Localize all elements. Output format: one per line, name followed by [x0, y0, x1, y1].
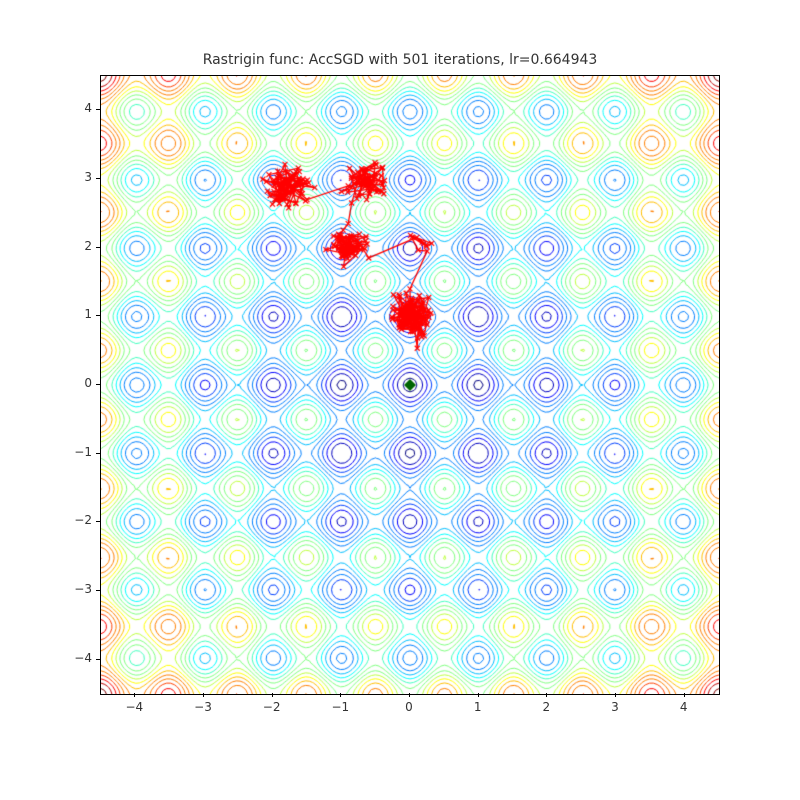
x-tick-label: 0 [394, 700, 424, 714]
x-tick-label: −2 [257, 700, 287, 714]
x-tick-mark [478, 693, 479, 697]
trajectory-canvas [101, 76, 719, 694]
y-tick-mark [96, 178, 100, 179]
x-tick-label: 4 [669, 700, 699, 714]
x-tick-mark [546, 693, 547, 697]
y-tick-mark [96, 247, 100, 248]
y-tick-mark [96, 384, 100, 385]
chart-title: Rastrigin func: AccSGD with 501 iteratio… [0, 52, 800, 68]
x-tick-mark [684, 693, 685, 697]
x-tick-label: −1 [325, 700, 355, 714]
y-tick-mark [96, 521, 100, 522]
plot-area [100, 75, 720, 695]
x-tick-label: 3 [600, 700, 630, 714]
y-tick-label: −3 [62, 582, 92, 596]
x-tick-mark [340, 693, 341, 697]
x-tick-label: 1 [463, 700, 493, 714]
x-tick-mark [134, 693, 135, 697]
y-tick-label: −4 [62, 651, 92, 665]
y-tick-mark [96, 659, 100, 660]
chart-container: Rastrigin func: AccSGD with 501 iteratio… [0, 0, 800, 800]
x-tick-mark [203, 693, 204, 697]
y-tick-mark [96, 109, 100, 110]
y-tick-label: 4 [62, 101, 92, 115]
x-tick-mark [272, 693, 273, 697]
y-tick-mark [96, 315, 100, 316]
x-tick-label: 2 [531, 700, 561, 714]
y-tick-label: −2 [62, 513, 92, 527]
y-tick-mark [96, 590, 100, 591]
y-tick-mark [96, 453, 100, 454]
x-tick-mark [409, 693, 410, 697]
y-tick-label: 1 [62, 307, 92, 321]
y-tick-label: 3 [62, 170, 92, 184]
x-tick-label: −3 [188, 700, 218, 714]
x-tick-label: −4 [119, 700, 149, 714]
y-tick-label: −1 [62, 445, 92, 459]
y-tick-label: 0 [62, 376, 92, 390]
y-tick-label: 2 [62, 239, 92, 253]
x-tick-mark [615, 693, 616, 697]
